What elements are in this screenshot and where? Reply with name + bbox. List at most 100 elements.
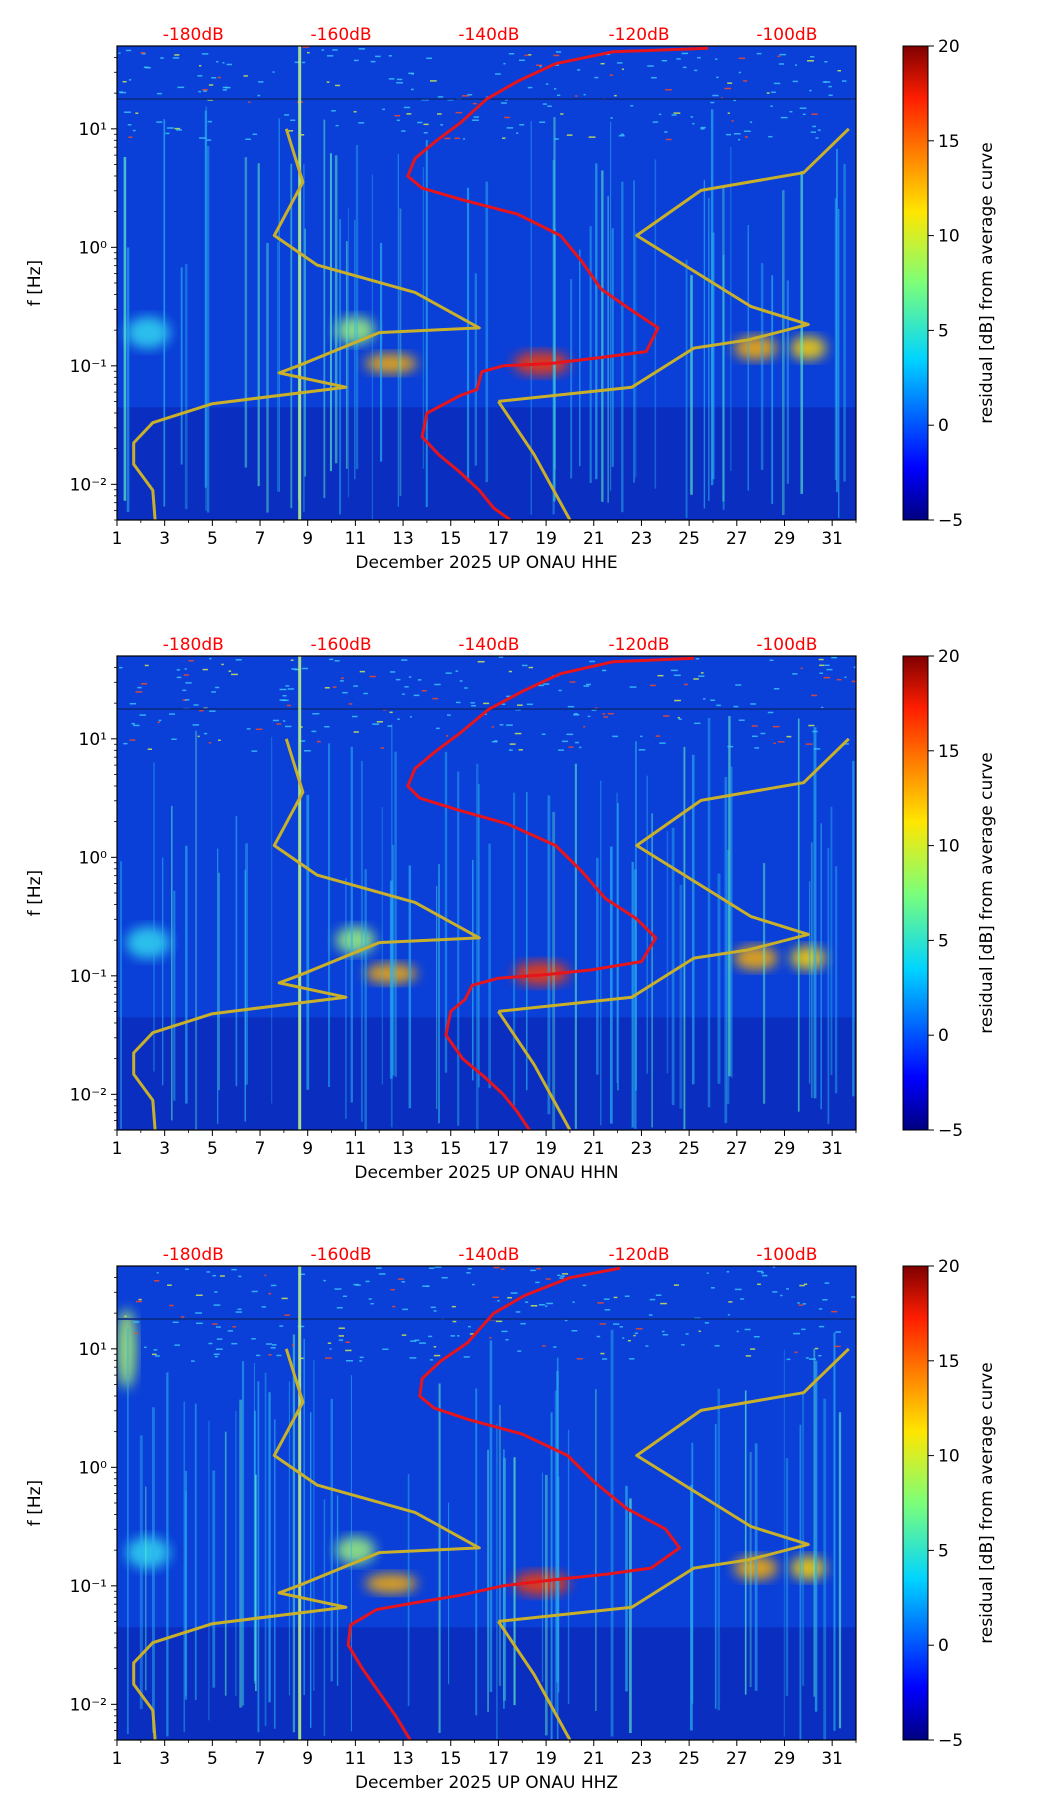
- speckle: [452, 1320, 457, 1323]
- speckle: [417, 679, 422, 681]
- speckle: [768, 135, 773, 138]
- speckle: [659, 742, 666, 744]
- streak: [350, 746, 353, 1103]
- y-axis-label: f [Hz]: [25, 1480, 45, 1526]
- speckle: [810, 131, 817, 133]
- streak: [625, 1485, 628, 1692]
- speckle: [195, 1294, 203, 1297]
- streak: [666, 830, 669, 1074]
- speckle: [217, 76, 221, 79]
- speckle: [218, 739, 221, 741]
- model-curve-high: [498, 1347, 850, 1623]
- speckle: [331, 110, 336, 112]
- psd-median-curve: [406, 656, 694, 1130]
- db-scale-label: -140dB: [458, 25, 519, 45]
- speckle: [673, 112, 681, 114]
- energy-blob: [125, 1536, 170, 1569]
- speckle: [235, 659, 242, 661]
- speckle: [734, 1288, 742, 1291]
- speckle: [137, 686, 142, 689]
- speckle: [761, 1272, 764, 1274]
- streak: [457, 771, 460, 1126]
- speckle: [252, 133, 258, 136]
- speckle: [773, 687, 780, 690]
- speckle: [216, 1338, 223, 1340]
- colorbar-label: residual [dB] from average curve: [977, 752, 997, 1033]
- speckle: [375, 55, 381, 58]
- speckle: [231, 1268, 237, 1271]
- speckle: [302, 667, 309, 670]
- speckle: [290, 119, 296, 121]
- speckle: [401, 1334, 407, 1336]
- speckle: [378, 1273, 386, 1275]
- y-tick-label: 10⁻¹: [70, 1577, 107, 1597]
- speckle: [433, 1346, 437, 1348]
- speckle: [389, 671, 396, 673]
- streak: [339, 219, 342, 515]
- speckle: [524, 54, 529, 57]
- speckle: [745, 1355, 752, 1357]
- speckle: [586, 683, 591, 686]
- speckle: [428, 1267, 435, 1270]
- speckle: [402, 693, 405, 695]
- speckle: [176, 129, 182, 131]
- speckle: [634, 1332, 638, 1335]
- colorbar-tick-label: 15: [938, 132, 960, 152]
- speckle: [276, 1354, 282, 1357]
- x-tick-label: 31: [821, 1749, 843, 1769]
- colorbar-tick-label: 0: [938, 1026, 949, 1046]
- speckle: [536, 1267, 541, 1270]
- speckle: [300, 726, 303, 728]
- streak: [208, 1420, 210, 1721]
- y-tick-label: 10⁻¹: [70, 967, 107, 987]
- speckle: [279, 688, 287, 691]
- speckle: [430, 1306, 436, 1309]
- speckle: [546, 1302, 553, 1305]
- streak: [714, 1424, 717, 1709]
- speckle: [368, 1298, 372, 1300]
- speckle: [338, 1339, 344, 1341]
- x-tick-label: 27: [726, 1139, 748, 1159]
- streak: [184, 264, 188, 510]
- speckle: [402, 1308, 408, 1311]
- streak: [843, 163, 846, 482]
- speckle: [432, 697, 439, 700]
- speckle: [156, 92, 162, 95]
- speckle: [426, 1285, 430, 1288]
- speckle: [678, 718, 682, 720]
- x-axis-label: December 2025 UP ONAU HHZ: [355, 1773, 618, 1793]
- speckle: [582, 1284, 587, 1287]
- speckle: [298, 1273, 306, 1276]
- speckle: [353, 731, 359, 733]
- speckle: [704, 1322, 709, 1324]
- speckle: [272, 71, 275, 73]
- speckle: [332, 49, 338, 51]
- streak: [827, 847, 830, 1124]
- speckle: [786, 735, 792, 738]
- speckle: [477, 660, 485, 663]
- speckle: [665, 89, 672, 91]
- speckle: [184, 699, 190, 701]
- energy-blob: [125, 926, 170, 959]
- speckle: [299, 740, 306, 742]
- streak: [690, 1484, 693, 1731]
- speckle: [258, 81, 264, 83]
- speckle: [324, 725, 330, 728]
- streak: [834, 866, 838, 1094]
- speckle: [510, 1292, 518, 1294]
- db-scale-label: -100dB: [756, 1245, 817, 1265]
- speckle: [156, 1271, 159, 1274]
- speckle: [501, 102, 507, 104]
- speckle: [649, 1298, 656, 1301]
- speckle: [735, 684, 742, 686]
- speckle: [508, 53, 515, 55]
- speckle: [237, 1308, 242, 1310]
- streak: [813, 727, 817, 1099]
- speckle: [661, 59, 668, 62]
- streak: [241, 1361, 245, 1706]
- streak: [253, 1410, 256, 1681]
- speckle: [201, 53, 209, 55]
- streak: [288, 1381, 291, 1696]
- speckle: [542, 103, 547, 105]
- speckle: [158, 719, 162, 722]
